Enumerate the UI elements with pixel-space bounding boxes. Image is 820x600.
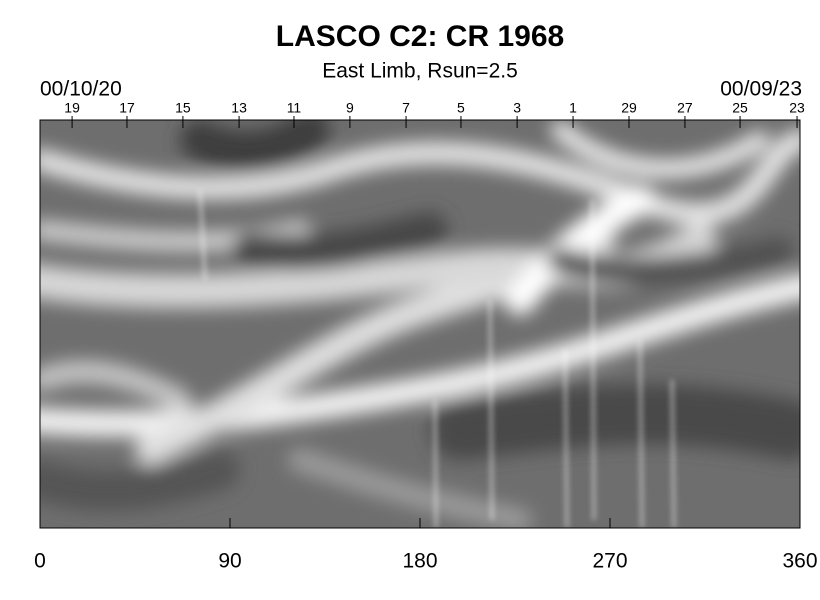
- x2-tick-label: 29: [621, 100, 637, 116]
- map-texture: [40, 120, 800, 528]
- x2-tick-label: 3: [513, 100, 521, 116]
- x2-tick-label: 11: [287, 100, 302, 116]
- x2-tick-label: 23: [789, 100, 805, 116]
- x2-tick-label: 17: [119, 100, 135, 116]
- start-date: 00/10/20: [40, 78, 122, 101]
- x-tick-label: 360: [782, 550, 817, 573]
- x2-tick-label: 15: [175, 100, 191, 116]
- chart-title: LASCO C2: CR 1968: [276, 20, 564, 53]
- x2-tick-label: 13: [231, 100, 247, 116]
- x-tick-label: 90: [218, 550, 241, 573]
- x-tick-label: 0: [34, 550, 46, 573]
- x2-tick-label: 19: [64, 100, 80, 116]
- x-tick-label: 270: [592, 550, 627, 573]
- x2-tick-label: 1: [569, 100, 577, 116]
- x2-tick-label: 9: [346, 100, 354, 116]
- x2-tick-label: 27: [677, 100, 693, 116]
- x2-tick-label: 7: [402, 100, 410, 116]
- x2-tick-label: 25: [732, 100, 748, 116]
- end-date: 00/09/23: [720, 78, 802, 101]
- chart-subtitle: East Limb, Rsun=2.5: [322, 60, 518, 83]
- x2-tick-label: 5: [457, 100, 465, 116]
- x-tick-label: 180: [402, 550, 437, 573]
